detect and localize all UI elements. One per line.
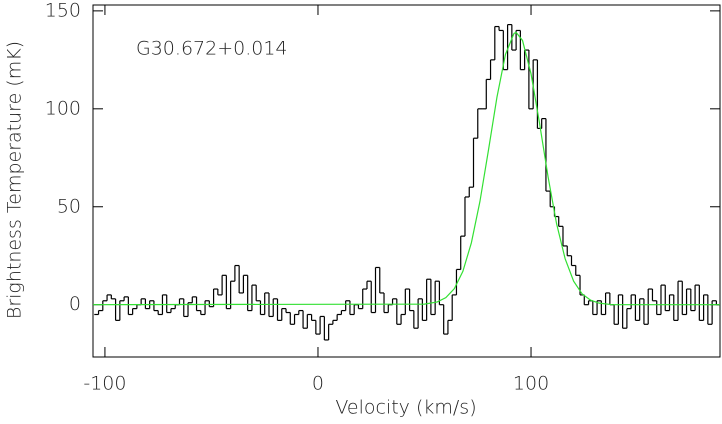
x-tick-label: 0 [312,373,324,395]
y-axis-label: Brightness Temperature (mK) [4,41,26,319]
y-tick-label: 100 [45,97,81,119]
annotation: G30.672+0.014 [136,38,288,60]
x-tick-label: 100 [513,373,549,395]
y-tick-label: 0 [69,293,81,315]
y-tick-label: 150 [45,0,81,21]
y-tick-label: 50 [57,195,81,217]
x-tick-label: -100 [83,373,126,395]
plot-frame [92,4,721,358]
spectrum-connector [97,24,717,340]
fit-curve [92,31,720,306]
x-axis-label: Velocity (km/s) [335,397,476,419]
